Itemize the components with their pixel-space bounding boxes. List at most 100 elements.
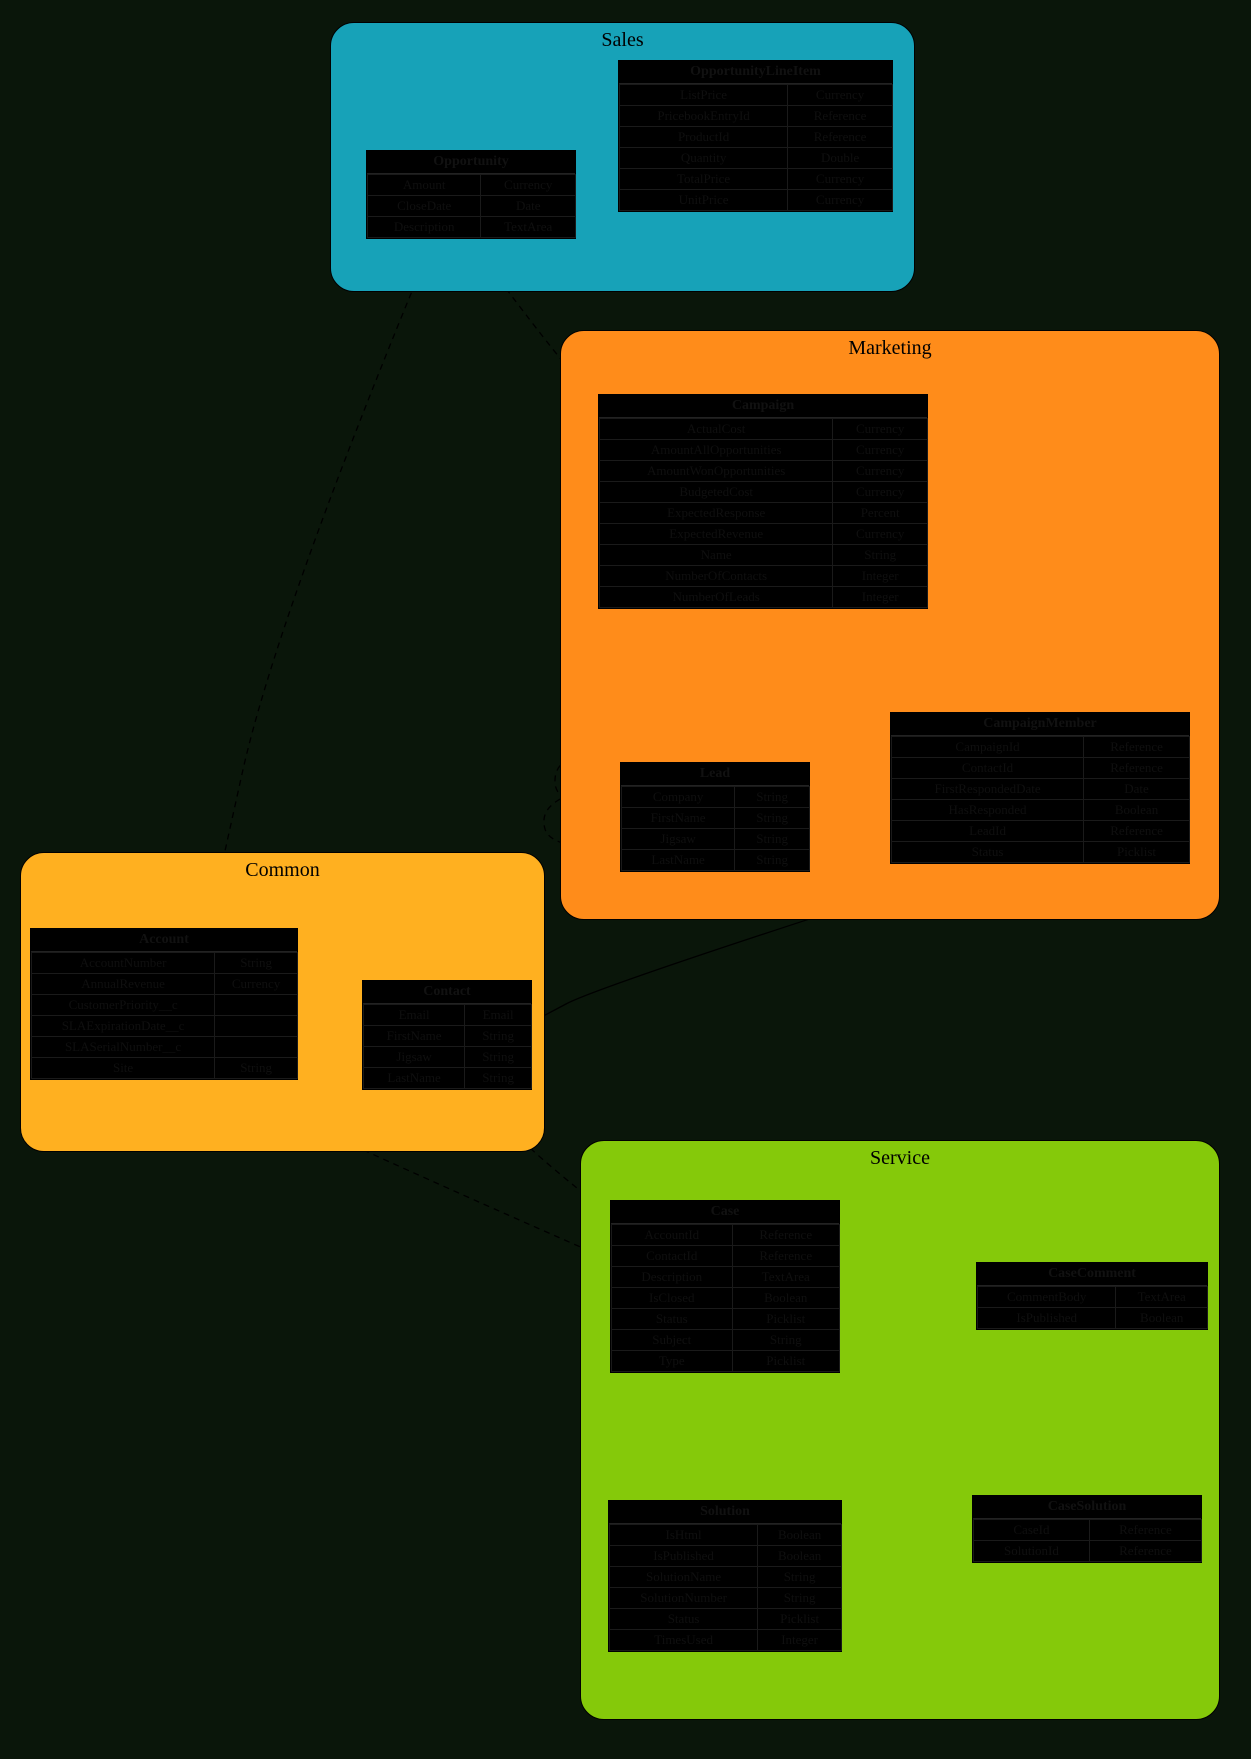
field-name: ListPrice [620,85,788,106]
field-type: Reference [1089,1541,1201,1562]
cluster-title: Common [245,859,319,882]
entity-row: ContactIdReference [892,758,1190,779]
entity-row: IsClosedBoolean [612,1288,840,1309]
field-type: Double [788,148,893,169]
field-type: Currency [833,524,928,545]
entity-row: ActualCostCurrency [600,419,928,440]
field-name: Subject [612,1330,733,1351]
field-type: Currency [833,440,928,461]
field-type: TextArea [732,1267,839,1288]
field-name: Name [600,545,833,566]
field-name: LeadId [892,821,1084,842]
field-name: SolutionNumber [610,1588,758,1609]
field-name: FirstName [622,808,735,829]
entity-row: ExpectedResponsePercent [600,503,928,524]
field-type: Integer [833,566,928,587]
entity-row: IsPublishedBoolean [610,1546,842,1567]
entity-row: IsHtmlBoolean [610,1525,842,1546]
field-type: Currency [788,85,893,106]
field-name: BudgetedCost [600,482,833,503]
field-name: ContactId [612,1246,733,1267]
field-type: String [465,1026,532,1047]
entity-row: HasRespondedBoolean [892,800,1190,821]
field-type: Currency [481,175,576,196]
entity-oli: OpportunityLineItemListPriceCurrencyPric… [618,60,893,212]
field-name: IsPublished [610,1546,758,1567]
field-type: Reference [732,1225,839,1246]
field-type: Currency [788,169,893,190]
field-type: Reference [1089,1520,1201,1541]
field-type: String [735,850,810,871]
field-type: Reference [1084,737,1190,758]
entity-casesolution: CaseSolutionCaseIdReferenceSolutionIdRef… [972,1495,1202,1563]
entity-header: Opportunity [367,151,575,174]
entity-row: CampaignIdReference [892,737,1190,758]
entity-row: CustomerPriority__c [32,995,298,1016]
entity-row: CaseIdReference [974,1520,1202,1541]
entity-rows: CampaignIdReferenceContactIdReferenceFir… [891,736,1190,863]
field-type: String [833,545,928,566]
cluster-title: Marketing [848,337,931,360]
field-name: Jigsaw [622,829,735,850]
field-type: Currency [833,419,928,440]
field-type: TextArea [481,217,576,238]
entity-row: FirstNameString [622,808,810,829]
field-name: SolutionId [974,1541,1090,1562]
field-type: Integer [758,1630,842,1651]
field-type: Boolean [732,1288,839,1309]
field-type: Reference [1084,821,1190,842]
field-type: Reference [788,127,893,148]
field-name: Site [32,1058,215,1079]
entity-row: JigsawString [364,1047,532,1068]
field-type: String [732,1330,839,1351]
entity-row: UnitPriceCurrency [620,190,893,211]
entity-row: CommentBodyTextArea [978,1287,1208,1308]
entity-row: IsPublishedBoolean [978,1308,1208,1329]
entity-row: AmountAllOpportunitiesCurrency [600,440,928,461]
field-name: Amount [368,175,481,196]
edge-opportunity-to-account [208,262,424,928]
field-type: TextArea [1116,1287,1208,1308]
field-name: CloseDate [368,196,481,217]
field-type: Percent [833,503,928,524]
field-name: Company [622,787,735,808]
entity-header: Account [31,929,297,952]
entity-row: CloseDateDate [368,196,576,217]
entity-row: AnnualRevenueCurrency [32,974,298,995]
entity-row: EmailEmail [364,1005,532,1026]
field-name: ProductId [620,127,788,148]
entity-row: LeadIdReference [892,821,1190,842]
field-type: Email [465,1005,532,1026]
entity-casecomment: CaseCommentCommentBodyTextAreaIsPublishe… [976,1262,1208,1330]
field-name: Description [612,1267,733,1288]
entity-rows: ListPriceCurrencyPricebookEntryIdReferen… [619,84,893,211]
entity-row: TimesUsedInteger [610,1630,842,1651]
entity-rows: CompanyStringFirstNameStringJigsawString… [621,786,810,871]
field-name: AmountWonOpportunities [600,461,833,482]
entity-row: ExpectedRevenueCurrency [600,524,928,545]
entity-row: StatusPicklist [612,1309,840,1330]
field-name: Type [612,1351,733,1372]
field-name: PricebookEntryId [620,106,788,127]
field-type: Reference [1084,758,1190,779]
field-type: Date [1084,779,1190,800]
entity-row: StatusPicklist [610,1609,842,1630]
field-name: TimesUsed [610,1630,758,1651]
field-type: String [758,1588,842,1609]
field-name: Status [612,1309,733,1330]
entity-rows: AmountCurrencyCloseDateDateDescriptionTe… [367,174,576,238]
field-name: CaseId [974,1520,1090,1541]
entity-row: SubjectString [612,1330,840,1351]
field-type: String [758,1567,842,1588]
field-type: String [215,953,298,974]
field-type: Reference [732,1246,839,1267]
entity-row: AccountIdReference [612,1225,840,1246]
field-type: Currency [788,190,893,211]
entity-header: CaseSolution [973,1496,1201,1519]
entity-rows: CommentBodyTextAreaIsPublishedBoolean [977,1286,1208,1329]
field-type: String [735,829,810,850]
field-type [215,1037,298,1058]
entity-rows: ActualCostCurrencyAmountAllOpportunities… [599,418,928,608]
field-name: AccountId [612,1225,733,1246]
field-name: CampaignId [892,737,1084,758]
